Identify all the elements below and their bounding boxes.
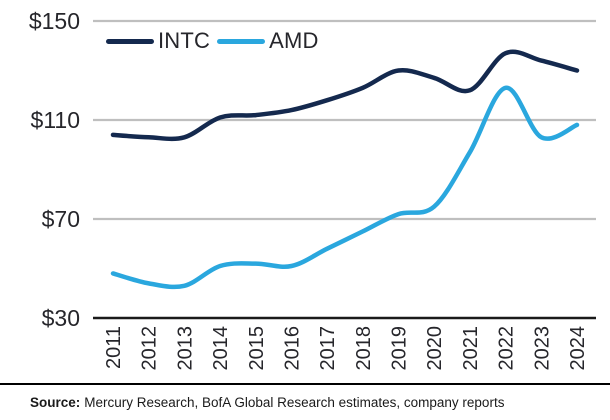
intc-series-line — [110, 49, 580, 142]
x-tick-label-2017: 2017 — [317, 326, 339, 371]
y-tick-label-110: $110 — [31, 107, 80, 133]
chart-legend: INTC AMD — [106, 30, 319, 52]
x-tick-label-2011: 2011 — [103, 326, 125, 369]
amd-series-line — [110, 85, 580, 290]
x-tick-label-2023: 2023 — [531, 326, 553, 371]
x-tick-label-2022: 2022 — [496, 326, 518, 371]
legend-label-intc: INTC — [158, 28, 211, 53]
legend-item-amd: AMD — [217, 30, 319, 52]
x-tick-label-2015: 2015 — [246, 326, 268, 371]
footer-divider-rule — [0, 383, 610, 385]
x-tick-label-2024: 2024 — [567, 326, 589, 371]
x-tick-label-2012: 2012 — [139, 326, 161, 371]
source-text: Mercury Research, BofA Global Research e… — [84, 395, 505, 410]
x-tick-label-2019: 2019 — [389, 326, 411, 371]
legend-item-intc: INTC — [106, 30, 210, 52]
x-tick-label-2013: 2013 — [174, 326, 196, 371]
y-tick-label-30: $30 — [42, 305, 80, 331]
x-tick-label-2021: 2021 — [460, 326, 482, 371]
x-tick-label-2018: 2018 — [353, 326, 375, 371]
x-tick-label-2020: 2020 — [424, 326, 446, 371]
x-tick-label-2014: 2014 — [210, 326, 232, 371]
amd-line-swatch-icon — [217, 38, 266, 44]
intc-line-swatch-icon — [106, 38, 154, 44]
y-tick-label-70: $70 — [42, 206, 80, 232]
x-tick-label-2016: 2016 — [281, 326, 303, 371]
source-caption: Source: Mercury Research, BofA Global Res… — [30, 395, 504, 410]
legend-label-amd: AMD — [269, 28, 319, 53]
source-label: Source: — [30, 395, 81, 410]
y-tick-label-150: $150 — [29, 8, 80, 34]
